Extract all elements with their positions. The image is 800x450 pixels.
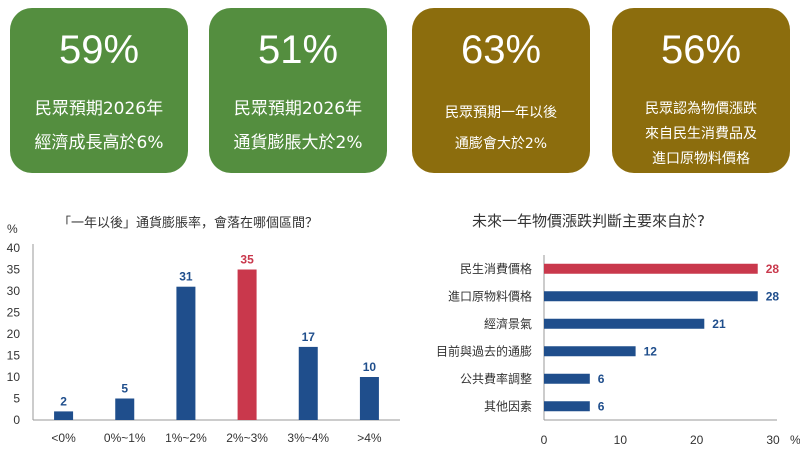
x-axis-unit-label: % [790,433,800,447]
card-text-line: 民眾認為物價漲跌 [645,101,757,117]
card-text-line: 通膨會大於2% [454,136,548,152]
y-tick-label: 0 [13,413,20,427]
bar [544,401,590,412]
bar [544,318,705,329]
category-label: 經濟景氣 [484,316,532,331]
bar-value-label: 17 [302,330,316,344]
bar [298,346,318,420]
category-label: 其他因素 [484,399,532,413]
card-text-line: 經濟成長高於6% [34,133,164,153]
card-percent: 51% [257,28,339,72]
summary-card-1: 59% 民眾預期2026年 經濟成長高於6% [10,8,188,173]
summary-card-4: 56% 民眾認為物價漲跌 來自民生消費品及 進口原物料價格 [612,8,790,173]
x-tick-label: 20 [690,433,704,447]
y-tick-label: 5 [13,392,20,406]
category-label: 公共費率調整 [460,371,532,386]
x-tick-label: 30 [766,433,780,447]
category-label: 目前與過去的通膨 [436,343,532,358]
summary-card-2: 51% 民眾預期2026年 通貨膨脹大於2% [209,8,387,173]
bar-value-label: 5 [121,382,128,396]
bar [54,411,74,420]
bar-value-label: 6 [598,399,605,413]
x-tick-label: 0%~1% [104,431,146,445]
card-text-line: 民眾預期一年以後 [445,105,557,121]
y-tick-label: 15 [7,349,21,363]
inflation-chart-title: 「一年以後」通貨膨脹率，會落在哪個區間？ [58,216,319,231]
x-tick-label: 1%~2% [165,431,207,445]
x-tick-label: 10 [614,433,628,447]
bar-value-label: 31 [179,270,193,284]
bar [237,269,257,420]
bar [359,377,379,420]
card-text-line: 來自民生消費品及 [645,126,757,142]
bar [544,346,636,357]
category-label: 民生消費價格 [460,261,532,276]
card-percent: 56% [660,28,742,72]
card-text-line: 民眾預期2026年 [233,99,363,119]
y-tick-label: 30 [7,284,21,298]
x-tick-label: 2%~3% [226,431,268,445]
bar-value-label: 12 [644,344,658,358]
x-tick-label: <0% [51,431,76,445]
bar [176,286,196,420]
bar-value-label: 35 [240,253,254,267]
card-text-line: 通貨膨脹大於2% [233,133,363,153]
bar [544,263,758,274]
y-axis-unit-label: % [7,222,18,236]
y-tick-label: 20 [7,327,21,341]
summary-card-3: 63% 民眾預期一年以後 通膨會大於2% [412,8,590,173]
bar-value-label: 28 [766,262,780,276]
y-tick-label: 35 [7,263,21,277]
card-percent: 63% [460,28,542,72]
card-text-line: 進口原物料價格 [652,151,750,167]
bar-value-label: 10 [363,360,377,374]
x-tick-label: >4% [357,431,382,445]
y-tick-label: 40 [7,241,21,255]
category-label: 進口原物料價格 [448,288,532,303]
y-tick-label: 25 [7,306,21,320]
x-tick-label: 0 [541,433,548,447]
bar-value-label: 21 [712,317,726,331]
x-tick-label: 3%~4% [287,431,329,445]
bar-value-label: 2 [60,394,67,408]
sources-chart-title: 未來一年物價漲跌判斷主要來自於? [472,212,705,230]
bar [544,291,758,302]
bar [544,373,590,384]
y-tick-label: 10 [7,370,21,384]
card-percent: 59% [58,28,140,72]
bar-value-label: 28 [766,289,780,303]
bar-value-label: 6 [598,372,605,386]
card-text-line: 民眾預期2026年 [34,99,164,119]
bar [115,398,135,420]
